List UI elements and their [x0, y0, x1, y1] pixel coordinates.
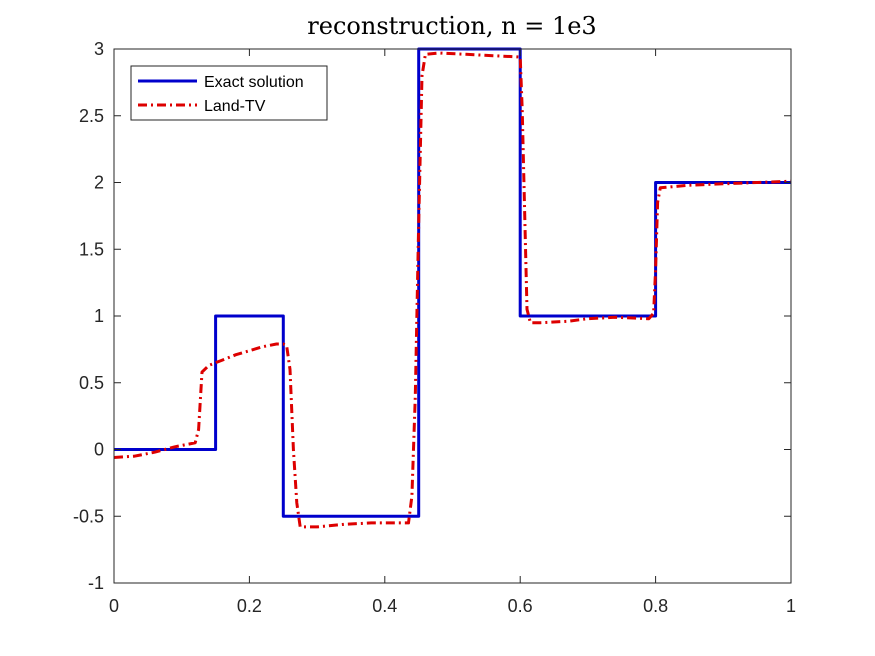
y-tick-label: 3 — [94, 39, 104, 59]
y-tick-label: 0 — [94, 440, 104, 460]
series-line-land-tv — [113, 51, 792, 529]
legend-box — [130, 65, 328, 121]
ticks-group: 0 0.2 0.4 0.6 0.8 1 -1 -0.5 0 0.5 1 1.5 2 2.5 3 — [73, 39, 796, 616]
y-tick-label: 1 — [94, 306, 104, 326]
x-tick-label: 0 — [109, 596, 119, 616]
y-tick-label: 2 — [94, 173, 104, 193]
x-tick-label: 0.2 — [237, 596, 262, 616]
legend-label-land-tv: Land-TV — [204, 98, 266, 115]
x-tick-label: 0.4 — [372, 596, 397, 616]
series-group — [113, 47, 792, 529]
y-tick-label: -0.5 — [73, 506, 104, 526]
y-tick-label: -1 — [88, 573, 104, 593]
x-tick-label: 1 — [786, 596, 796, 616]
x-tick-label: 0.6 — [508, 596, 533, 616]
y-tick-label: 1.5 — [79, 239, 104, 259]
series-line-exact-solution — [114, 47, 791, 518]
legend: Exact solution Land-TV — [130, 65, 328, 121]
x-tick-label: 0.8 — [643, 596, 668, 616]
y-tick-label: 0.5 — [79, 373, 104, 393]
y-tick-label: 2.5 — [79, 106, 104, 126]
legend-label-exact-solution: Exact solution — [204, 74, 304, 91]
chart-title: reconstruction, n = 1e3 — [307, 12, 596, 40]
